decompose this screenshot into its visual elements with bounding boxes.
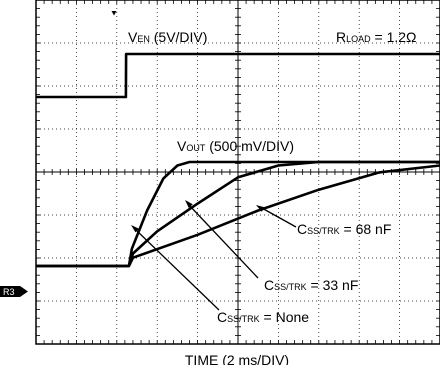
css-33nf-label: CSS/TRK = 33 nF: [264, 277, 358, 293]
ven-label: VEN (5V/DIV): [128, 29, 207, 45]
trigger-marker-icon: [111, 11, 117, 16]
trace-3: [36, 164, 440, 268]
arrowheads: [131, 200, 265, 233]
grid: [35, 0, 440, 345]
ch3-marker-label: R3: [3, 287, 15, 297]
trace-0: [36, 52, 440, 99]
annotation-arrows: [135, 204, 297, 311]
rload-label: RLOAD = 1.2Ω: [336, 29, 417, 45]
x-axis-label: TIME (2 ms/DIV): [185, 352, 289, 365]
vout-label: VOUT (500 mV/DIV): [177, 138, 294, 154]
traces: [36, 52, 440, 268]
css-none-label: CSS/TRK = None: [217, 309, 309, 325]
css-68nf-label: CSS/TRK = 68 nF: [297, 221, 391, 237]
ch3-marker: R3: [0, 286, 28, 297]
